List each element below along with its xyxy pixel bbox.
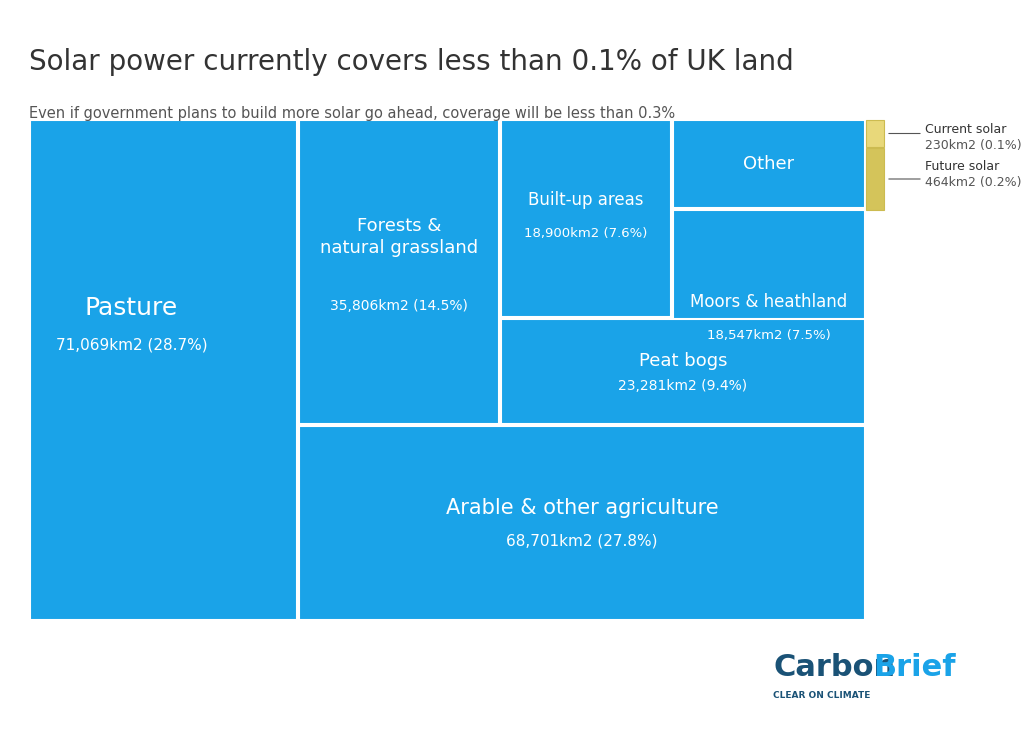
Bar: [30, 120, 297, 620]
Text: 68,701km2 (27.8%): 68,701km2 (27.8%): [506, 534, 657, 549]
Bar: [299, 426, 865, 620]
Text: Brief: Brief: [873, 653, 956, 682]
Text: 18,900km2 (7.6%): 18,900km2 (7.6%): [524, 227, 648, 239]
Bar: [673, 210, 865, 424]
Text: 18,547km2 (7.5%): 18,547km2 (7.5%): [708, 329, 830, 342]
Text: Carbon: Carbon: [773, 653, 895, 682]
Bar: [501, 120, 671, 317]
Text: Arable & other agriculture: Arable & other agriculture: [445, 498, 718, 518]
Text: Built-up areas: Built-up areas: [528, 191, 644, 209]
Bar: [866, 120, 884, 147]
Bar: [299, 120, 499, 424]
Text: 71,069km2 (28.7%): 71,069km2 (28.7%): [55, 337, 207, 352]
Text: Solar power currently covers less than 0.1% of UK land: Solar power currently covers less than 0…: [29, 48, 794, 75]
Bar: [501, 319, 865, 424]
Bar: [866, 148, 884, 210]
Text: Peat bogs: Peat bogs: [639, 351, 727, 370]
Text: 23,281km2 (9.4%): 23,281km2 (9.4%): [618, 379, 748, 393]
Text: Pasture: Pasture: [85, 296, 178, 320]
Text: Forests &
natural grassland: Forests & natural grassland: [319, 217, 478, 257]
Text: Future solar: Future solar: [925, 160, 999, 173]
Text: CLEAR ON CLIMATE: CLEAR ON CLIMATE: [773, 691, 870, 700]
Text: Moors & heathland: Moors & heathland: [690, 294, 848, 311]
Bar: [673, 120, 865, 208]
Text: Other: Other: [743, 155, 795, 173]
Text: Even if government plans to build more solar go ahead, coverage will be less tha: Even if government plans to build more s…: [29, 106, 675, 121]
Text: 35,806km2 (14.5%): 35,806km2 (14.5%): [330, 299, 468, 313]
Text: 230km2 (0.1%): 230km2 (0.1%): [925, 139, 1022, 152]
Text: 464km2 (0.2%): 464km2 (0.2%): [925, 176, 1022, 189]
Text: Current solar: Current solar: [925, 123, 1007, 136]
